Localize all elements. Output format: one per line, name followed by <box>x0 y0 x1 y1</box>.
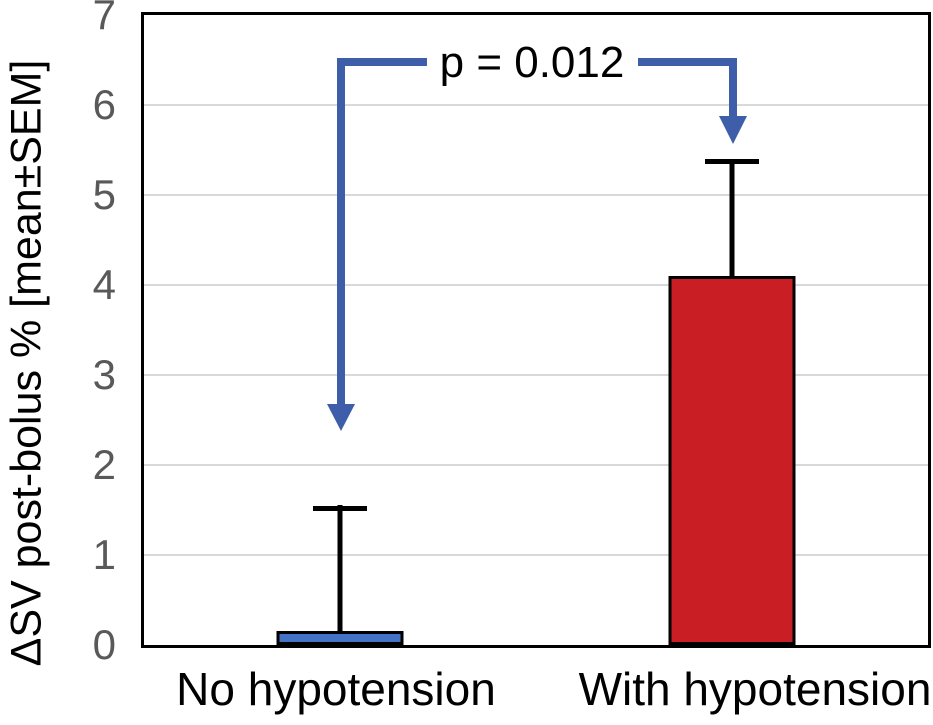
error-bar-cap-with-hypotension <box>705 159 759 164</box>
y-tick-label: 7 <box>92 0 116 38</box>
arrow-to-no-hypotension <box>337 58 427 404</box>
x-label-with-hypotension: With hypotension <box>578 663 932 715</box>
error-bar-line-with-hypotension <box>729 159 735 276</box>
significance-arrows <box>327 58 747 431</box>
gridline <box>144 284 928 286</box>
arrowhead-with-hypotension <box>719 116 747 144</box>
bar-with-hypotension <box>668 276 796 645</box>
x-label-no-hypotension: No hypotension <box>176 663 496 715</box>
error-bar-cap-no-hypotension <box>313 506 367 511</box>
gridline <box>144 104 928 106</box>
p-value-label: p = 0.012 <box>439 38 625 87</box>
error-bar-line-no-hypotension <box>337 505 343 631</box>
gridline <box>144 194 928 196</box>
gridline <box>144 464 928 466</box>
plot-inner <box>144 15 928 645</box>
gridline <box>144 554 928 556</box>
bar-no-hypotension <box>276 631 404 645</box>
y-tick-label: 3 <box>92 351 116 398</box>
y-tick-label: 1 <box>92 531 116 578</box>
y-tick-label: 5 <box>92 171 116 218</box>
y-tick-label: 4 <box>92 261 116 308</box>
plot-area <box>141 12 931 648</box>
y-tick-label: 6 <box>92 81 116 128</box>
arrow-to-with-hypotension <box>638 58 737 116</box>
y-tick-label: 0 <box>92 621 116 668</box>
y-tick-label: 2 <box>92 441 116 488</box>
gridline <box>144 374 928 376</box>
arrowhead-no-hypotension <box>327 404 355 431</box>
